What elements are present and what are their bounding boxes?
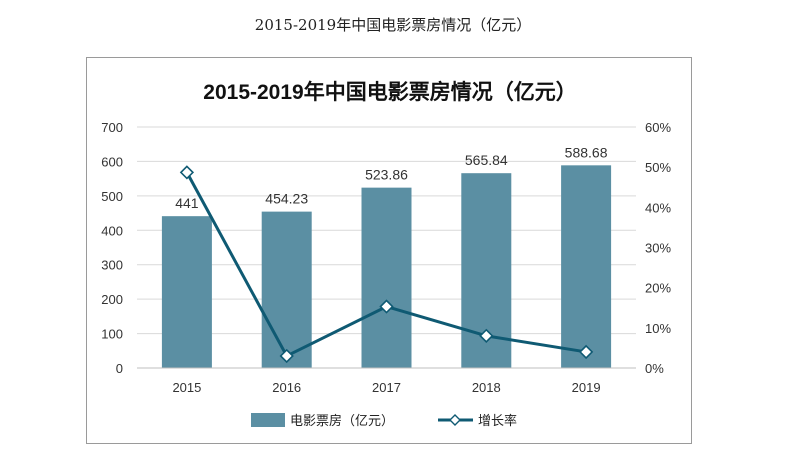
bar [361,187,412,368]
y-right-tick-label: 0% [645,361,664,376]
x-tick-label: 2015 [172,380,201,395]
x-tick-label: 2018 [472,380,501,395]
bar [261,211,312,368]
legend-swatch-bar [251,413,285,427]
x-tick-label: 2019 [572,380,601,395]
y-left-tick-label: 200 [101,292,123,307]
x-tick-label: 2017 [372,380,401,395]
bar-data-labels: 441 454.23 523.86 565.84 588.68 [175,144,607,211]
line-point-marker [578,344,594,360]
y-left-tick-label: 300 [101,258,123,273]
legend: 电影票房（亿元） 增长率 [251,413,517,428]
y-left-tick-label: 100 [101,327,123,342]
y-left-tick-label: 400 [101,223,123,238]
combo-chart: 2015-2019年中国电影票房情况（亿元） 441 454.23 523.86 56… [101,80,671,428]
legend-swatch-marker [449,414,461,426]
y-left-tick-label: 0 [116,361,123,376]
legend-label-line: 增长率 [478,413,517,428]
bar-data-label: 588.68 [565,144,608,160]
y-right-tick-label: 20% [645,281,671,296]
page-title: 2015-2019年中国电影票房情况（亿元） [254,16,532,34]
y-left-tick-label: 600 [101,154,123,169]
line-point-marker [279,348,294,364]
y-right-tick-label: 40% [645,200,671,215]
chart-frame: 2015-2019年中国电影票房情况（亿元） 441 454.23 523.86 56… [86,57,692,444]
line-point-marker [479,328,494,343]
line-point-marker [179,165,195,180]
y-right-tick-label: 60% [645,120,671,135]
y-left-tick-label: 500 [101,189,123,204]
axes: 0 100 200 300 400 500 600 700 0% 10% 20% 30% 40% 50% 6… [101,120,671,395]
y-left-tick-label: 700 [101,120,123,135]
line-series [179,165,594,364]
x-tick-label: 2016 [272,380,301,395]
bar-data-label: 441 [175,195,199,211]
bar [161,216,212,368]
y-right-tick-label: 50% [645,160,671,175]
chart-title: 2015-2019年中国电影票房情况（亿元） [203,80,576,104]
bar-data-label: 454.23 [265,191,308,207]
bar-data-label: 565.84 [465,152,508,168]
bar [561,165,612,368]
legend-label-bar: 电影票房（亿元） [290,413,394,428]
y-right-tick-label: 30% [645,241,671,256]
line-point-marker [379,299,394,314]
bar-series [161,165,612,368]
bar-data-label: 523.86 [365,167,408,183]
y-right-tick-label: 10% [645,321,671,336]
